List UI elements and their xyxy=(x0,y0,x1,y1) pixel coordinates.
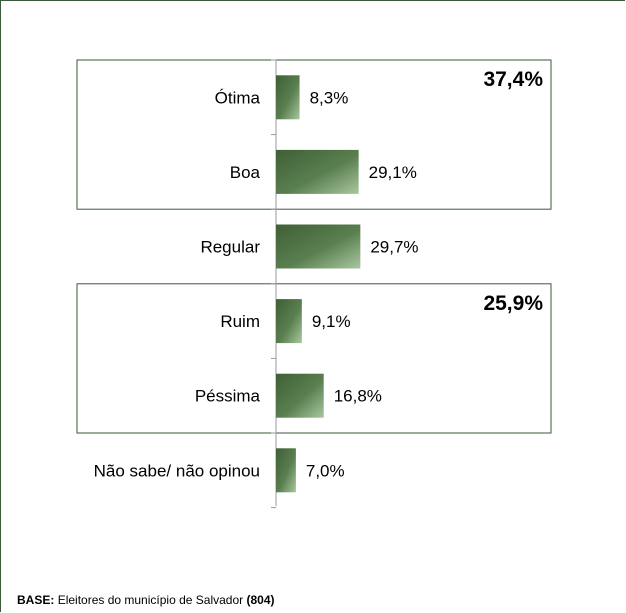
value-label-pessima: 16,8% xyxy=(334,387,382,406)
value-label-otima: 8,3% xyxy=(310,88,349,107)
group-box-2 xyxy=(76,283,552,434)
bar-regular xyxy=(276,224,361,269)
category-label-nao-sabe-nao-opinou: Não sabe/ não opinou xyxy=(94,461,260,480)
category-label-pessima: Péssima xyxy=(195,387,261,406)
value-label-regular: 29,7% xyxy=(370,238,418,257)
bar-ruim xyxy=(276,299,302,344)
value-label-boa: 29,1% xyxy=(369,163,417,182)
base-text: Eleitores do município de Salvador xyxy=(57,593,244,607)
bar-boa xyxy=(276,149,359,194)
category-label-otima: Ótima xyxy=(215,88,261,107)
base-label: BASE: xyxy=(17,593,55,607)
base-count: (804) xyxy=(246,593,275,607)
bar-nao-sabe-nao-opinou xyxy=(276,448,296,493)
group-total-label-2: 25,9% xyxy=(483,292,543,315)
bar-chart: 37,4% 25,9% Ótima 8,3% Boa 29,1% Regular 29,7%… xyxy=(76,59,552,509)
bar-pessima xyxy=(276,373,324,418)
group-total-label-1: 37,4% xyxy=(483,68,543,91)
base-footnote: BASE: Eleitores do município de Salvador… xyxy=(17,593,274,607)
category-label-regular: Regular xyxy=(200,238,260,257)
category-label-ruim: Ruim xyxy=(220,312,260,331)
category-label-boa: Boa xyxy=(230,163,261,182)
bar-otima xyxy=(276,75,300,120)
value-label-ruim: 9,1% xyxy=(312,312,351,331)
value-label-nao-sabe-nao-opinou: 7,0% xyxy=(306,461,345,480)
group-box-1 xyxy=(76,59,552,210)
